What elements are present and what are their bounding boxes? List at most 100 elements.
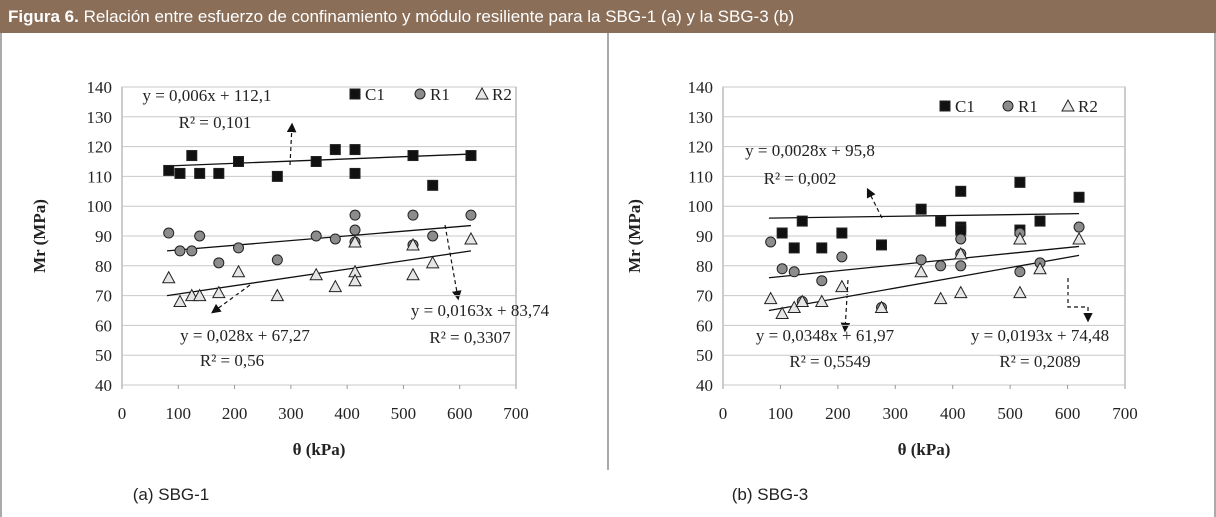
marker-square [465,150,477,162]
y-tick-label: 70 [95,287,112,306]
legend-marker [475,86,489,100]
x-tick-label: 600 [1055,404,1081,423]
y-tick-label: 80 [95,257,112,276]
x-tick-label: 600 [447,404,473,423]
marker-circle [271,254,283,266]
y-tick-label: 100 [688,197,714,216]
marker-triangle [795,294,810,308]
marker-square [1073,191,1085,203]
marker-square [876,239,888,251]
marker-square [233,156,245,167]
marker-square [1034,215,1046,227]
x-tick-label: 500 [997,404,1023,423]
marker-circle [816,275,828,287]
y-tick-label: 140 [688,78,714,97]
y-tick-label: 40 [95,376,112,395]
marker-triangle [953,285,968,299]
marker-circle [194,230,206,242]
x-tick-label: 100 [768,404,794,423]
figure-title: Relación entre esfuerzo de confinamiento… [83,7,795,26]
legend-marker [939,100,951,112]
legend-label: C1 [365,85,385,104]
marker-triangle [173,294,187,308]
marker-circle [407,209,419,221]
y-tick-label: 80 [696,257,713,276]
marker-triangle [814,294,829,308]
y-tick-label: 120 [87,138,113,157]
marker-triangle [231,264,246,278]
marker-circle [1014,266,1026,278]
marker-square [329,144,341,156]
marker-triangle [328,279,343,293]
marker-triangle [464,231,478,245]
trendline-equation: y = 0,0028x + 95,8 [745,141,875,160]
marker-circle [213,257,225,269]
marker-circle [465,209,477,221]
marker-circle [776,263,788,275]
trendline-equation: R² = 0,56 [200,351,264,370]
figure-label: Figura 6. [8,7,79,26]
marker-triangle [211,285,226,299]
marker-triangle [763,291,778,305]
y-tick-label: 70 [696,287,713,306]
marker-triangle [425,255,440,269]
trendline-equation: R² = 0,3307 [429,328,511,347]
y-tick-label: 50 [95,346,112,365]
marker-square [174,167,186,179]
marker-triangle [1072,231,1086,245]
legend-label: R2 [1078,97,1098,116]
marker-circle [233,242,245,254]
y-tick-label: 90 [696,227,713,246]
marker-circle [915,254,927,266]
x-tick-label: 300 [278,404,304,423]
trendline-equation: y = 0,0163x + 83,74 [411,301,550,320]
marker-triangle [1033,261,1047,275]
marker-circle [174,245,186,257]
marker-circle [765,236,777,248]
x-tick-label: 700 [503,404,529,423]
marker-triangle [192,288,207,302]
legend-label: R1 [1018,97,1038,116]
trendline-equation: y = 0,0193x + 74,48 [971,326,1109,345]
trendline-equation: R² = 0,2089 [999,352,1080,371]
y-axis-label: Mr (MPa) [625,199,644,273]
legend-marker [349,88,361,100]
trendline-equation: y = 0,028x + 67,27 [180,326,310,345]
x-tick-label: 0 [118,404,127,423]
marker-square [186,150,198,162]
trendline-equation: R² = 0,5549 [789,352,870,371]
marker-triangle [835,279,849,293]
y-tick-label: 100 [87,197,113,216]
figure-header: Figura 6. Relación entre esfuerzo de con… [0,0,1216,33]
y-axis-label: Mr (MPa) [30,199,49,273]
marker-triangle [309,267,324,281]
y-tick-label: 50 [696,346,713,365]
y-tick-label: 40 [696,376,713,395]
x-tick-label: 400 [940,404,966,423]
marker-triangle [161,270,176,284]
marker-triangle [348,234,362,248]
legend-marker [1002,100,1014,112]
y-tick-label: 110 [688,167,713,186]
marker-square [349,167,361,179]
marker-square [271,170,283,182]
legend-label: R1 [430,85,450,104]
marker-triangle [1013,231,1027,245]
x-tick-label: 300 [883,404,909,423]
marker-circle [186,245,198,257]
y-tick-label: 110 [87,167,112,186]
legend-label: C1 [955,97,975,116]
marker-triangle [348,273,362,287]
trendline-equation: R² = 0,101 [179,113,252,132]
x-tick-label: 200 [222,404,248,423]
y-tick-label: 130 [87,108,113,127]
marker-circle [349,224,361,236]
x-tick-label: 0 [719,404,728,423]
marker-circle [955,233,967,245]
legend-label: R2 [492,85,512,104]
marker-square [213,167,225,179]
marker-square [796,215,808,227]
marker-square [816,242,828,254]
